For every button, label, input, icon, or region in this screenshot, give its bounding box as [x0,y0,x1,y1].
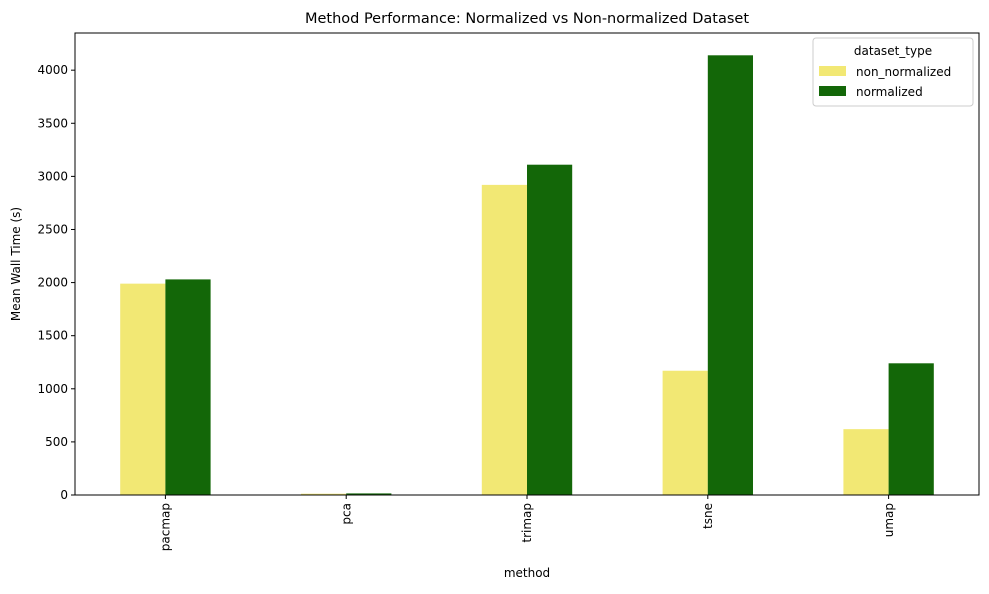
y-tick-label: 1500 [37,329,68,343]
bar-non-normalized-pacmap [120,283,166,495]
bar-non-normalized-tsne [662,370,708,495]
bar-non-normalized-umap [843,429,889,495]
x-tick-label: trimap [520,503,534,543]
bar-normalized-pacmap [165,279,211,495]
y-tick-label: 2500 [37,222,68,236]
bar-normalized-tsne [707,55,753,496]
bar-normalized-pca [346,493,392,495]
y-tick-label: 3500 [37,116,68,130]
y-axis-ticks: 0 500 1000 1500 2000 2500 3000 3500 4000 [37,63,75,502]
chart-title: Method Performance: Normalized vs Non-no… [305,11,749,27]
legend-label-normalized: normalized [856,85,923,99]
bar-non-normalized-pca [301,493,347,495]
x-tick-label: umap [882,503,896,537]
y-tick-label: 0 [60,488,68,502]
y-tick-label: 500 [45,435,68,449]
x-tick-label: pca [339,503,353,525]
y-tick-label: 2000 [37,276,68,290]
legend: dataset_type non_normalized normalized [812,37,974,107]
legend-swatch-non-normalized [819,66,846,76]
x-tick-label: pacmap [159,503,173,551]
bars-group [120,55,934,496]
legend-items: non_normalized normalized [819,65,951,99]
legend-swatch-normalized [819,86,846,96]
y-tick-label: 4000 [37,63,68,77]
bar-non-normalized-trimap [481,184,527,495]
y-tick-label: 3000 [37,169,68,183]
y-tick-label: 1000 [37,382,68,396]
bar-normalized-umap [888,363,934,495]
x-tick-label: tsne [701,503,715,529]
y-axis-label: Mean Wall Time (s) [9,207,23,321]
x-axis-ticks: pacmap pca trimap tsne umap [159,495,896,551]
legend-label-non-normalized: non_normalized [856,65,951,79]
plot-frame [74,32,980,496]
legend-box [812,37,974,107]
x-axis-label: method [504,566,550,580]
bar-normalized-trimap [527,164,573,496]
legend-title: dataset_type [854,44,932,58]
